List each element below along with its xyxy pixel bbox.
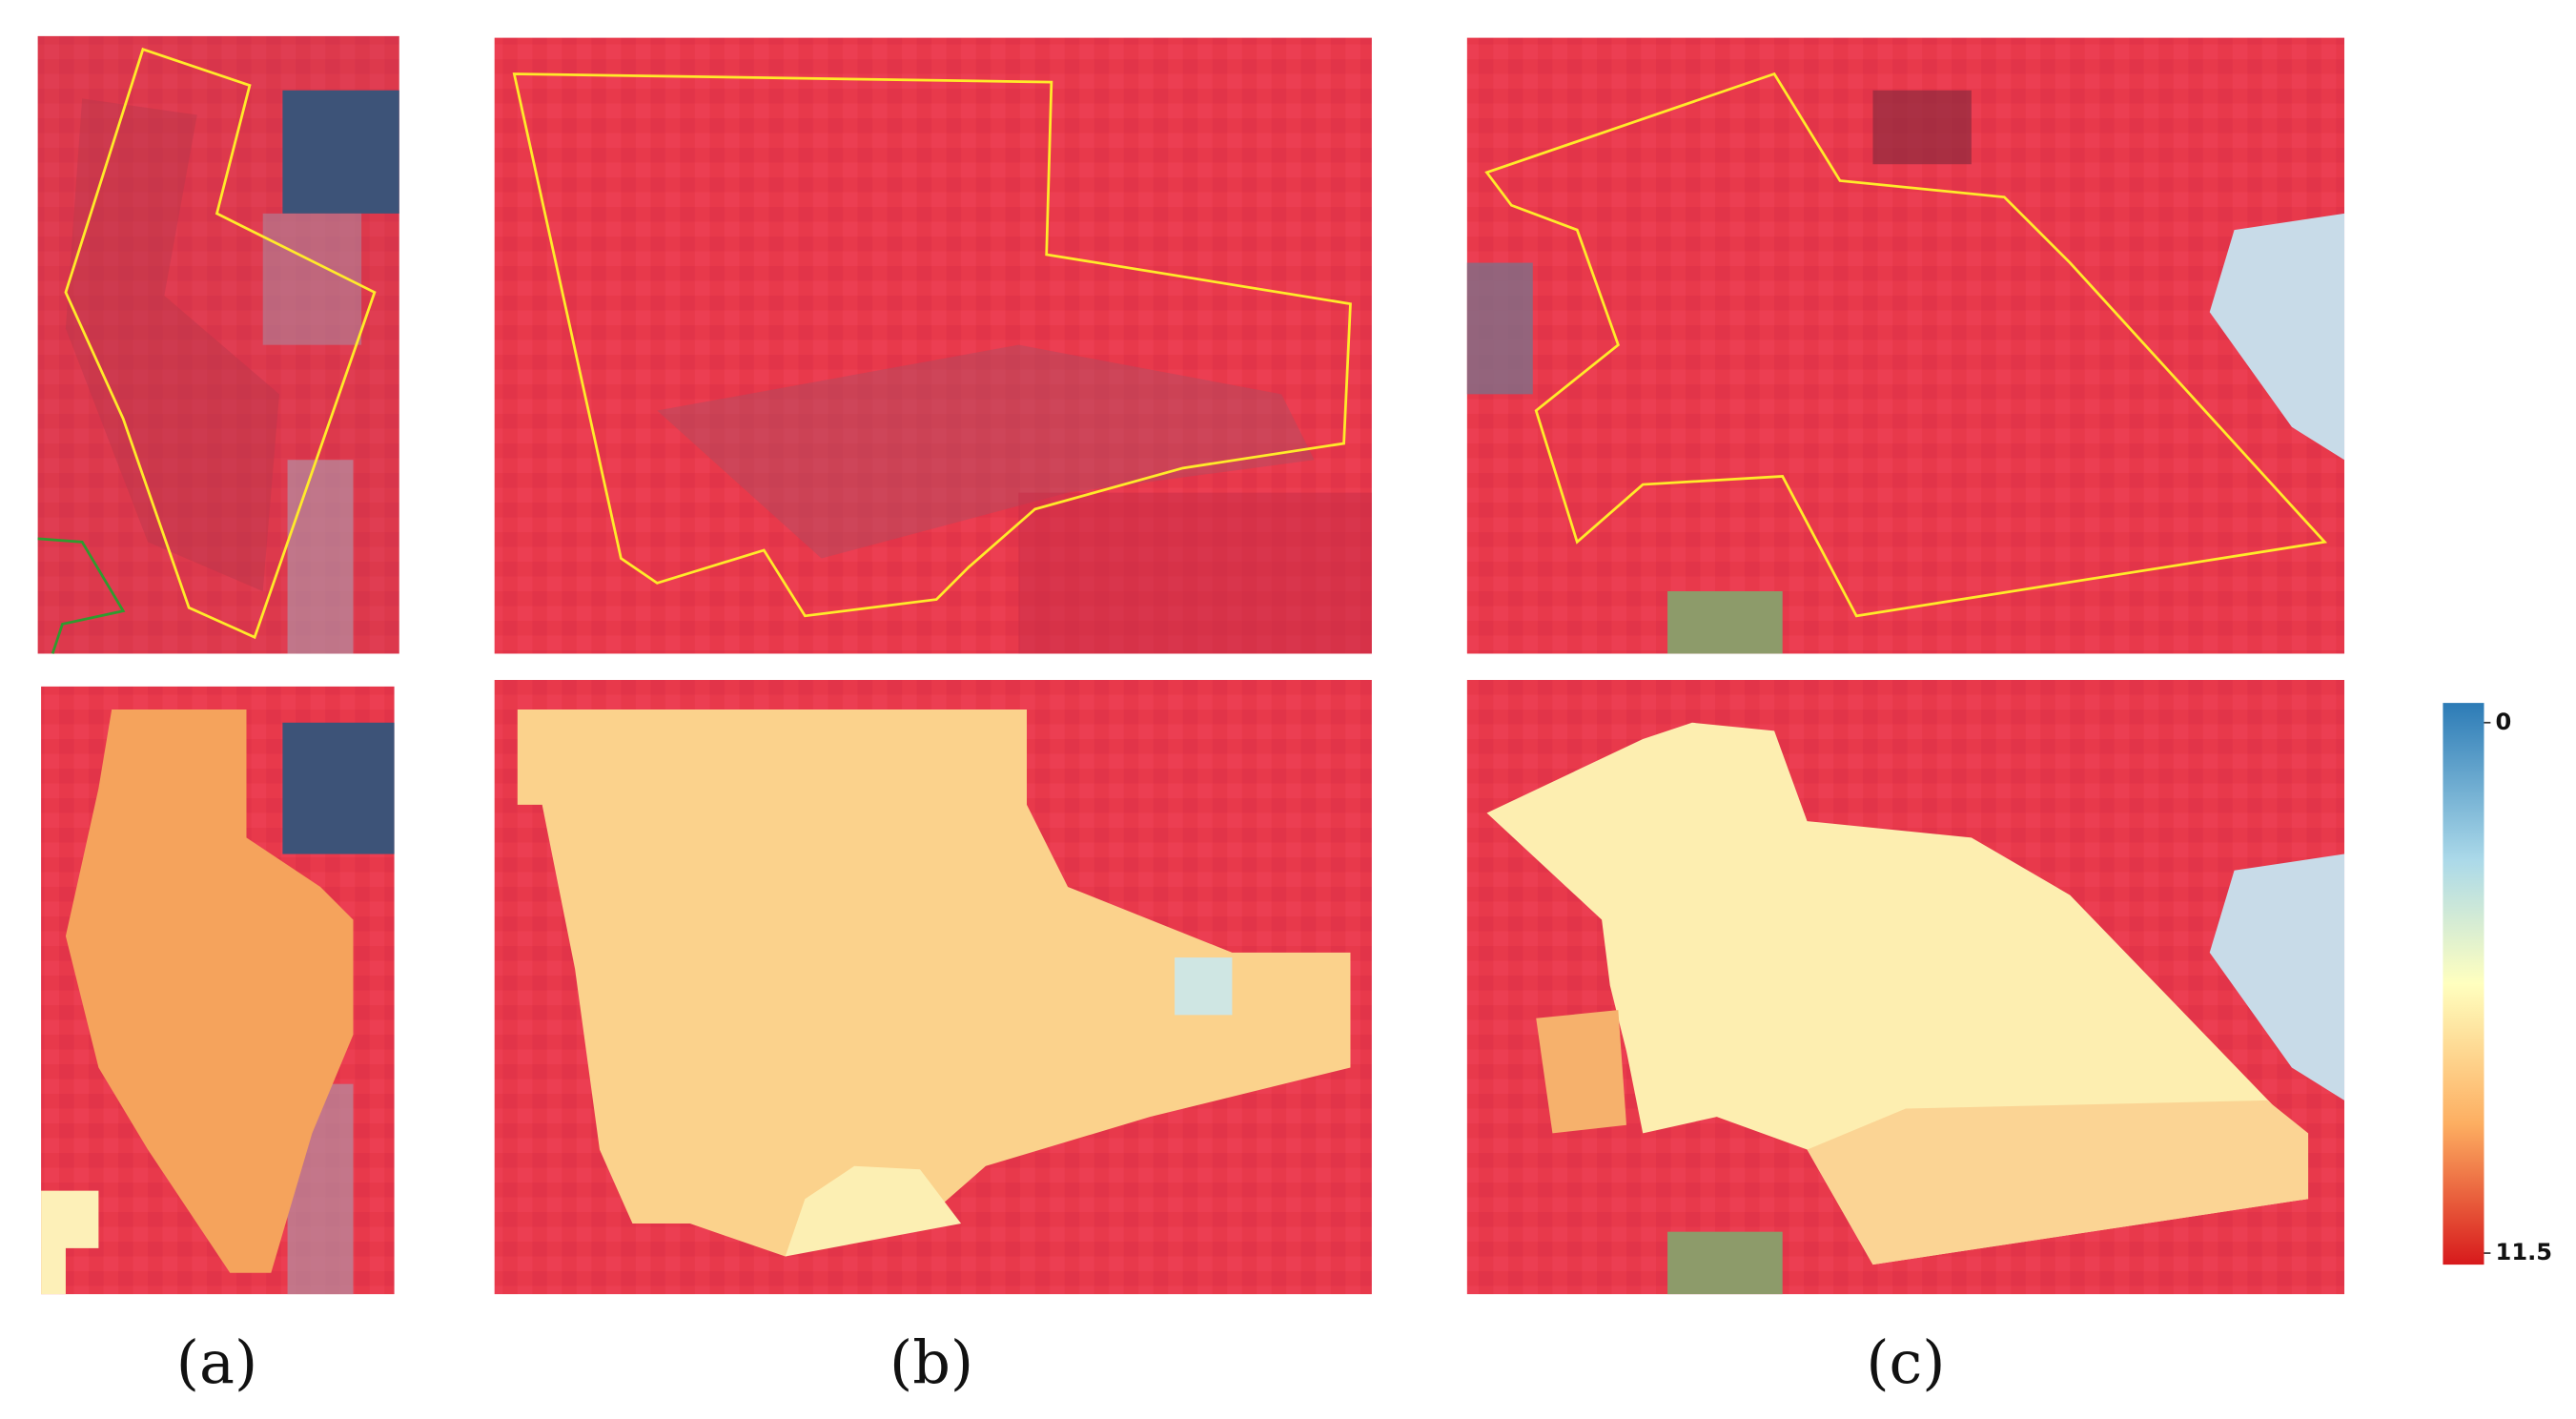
panel-label: (c) xyxy=(1866,1327,1945,1397)
panel-b-image xyxy=(494,37,1372,654)
colorbar xyxy=(2443,703,2484,1265)
panel-a-image xyxy=(37,35,399,654)
panel-label: (a) xyxy=(176,1327,257,1397)
colorbar-tick-label: 0 xyxy=(2496,709,2512,735)
panel-c-map xyxy=(1466,680,2345,1295)
panel-label: (b) xyxy=(889,1327,973,1397)
panel-b-map xyxy=(494,680,1372,1295)
panel-c-image xyxy=(1466,37,2345,654)
panel-a-map xyxy=(41,686,395,1295)
colorbar-tick-label: 11.5 xyxy=(2496,1239,2553,1265)
colorbar-gradient xyxy=(2443,703,2484,1265)
